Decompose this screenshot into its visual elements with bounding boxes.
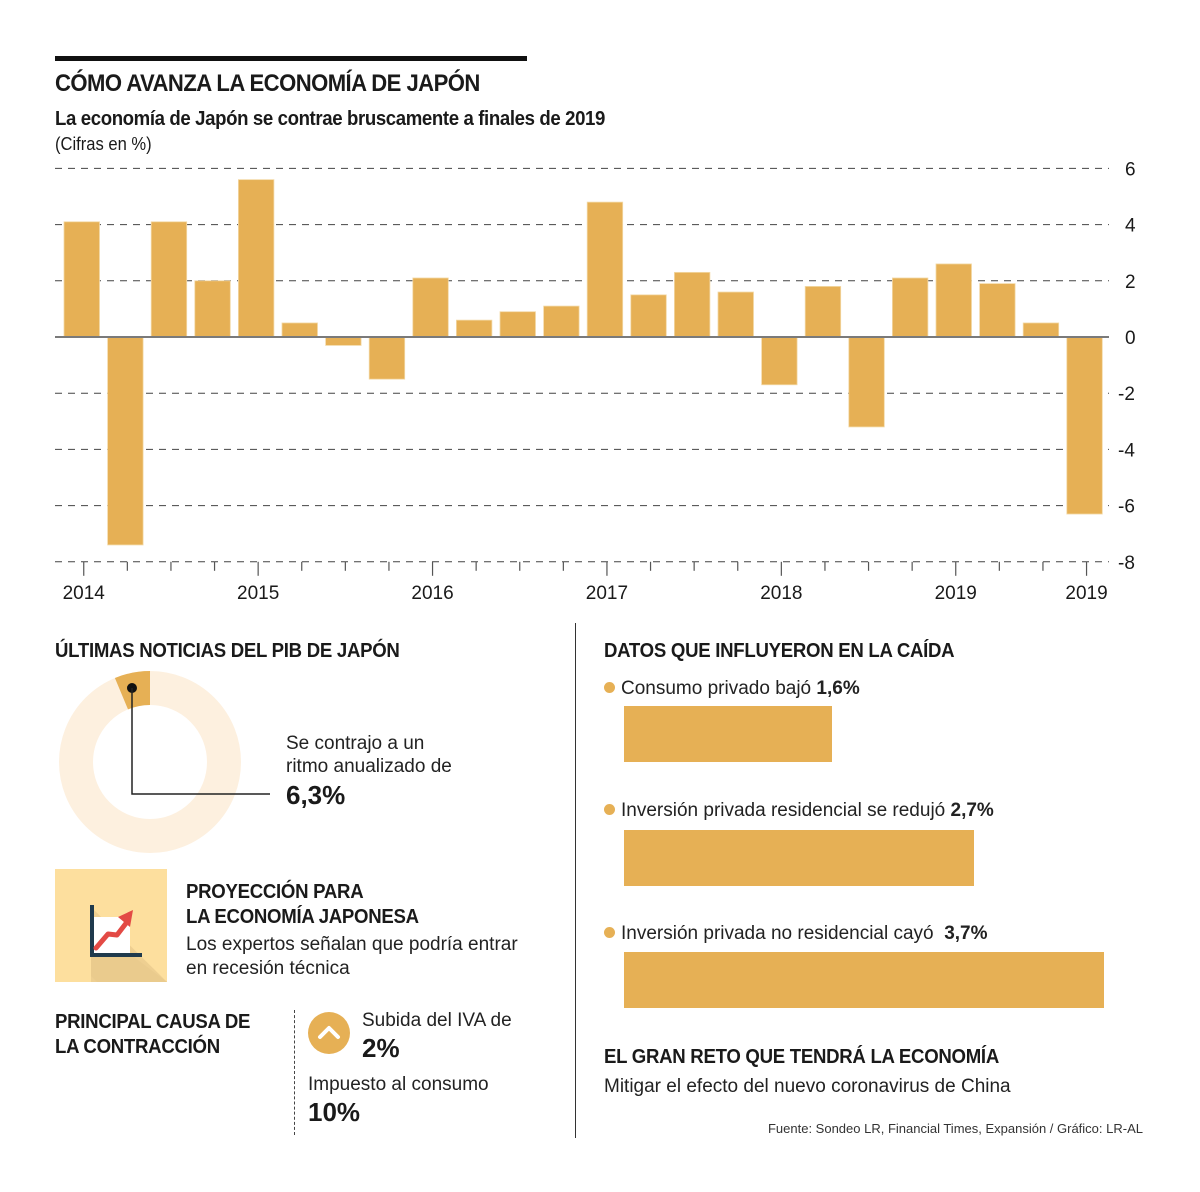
bar-2016-t1	[412, 277, 449, 338]
chart-units: (Cifras en %)	[55, 134, 152, 154]
bullet-dot-icon	[604, 682, 615, 693]
y-tick-label: -4	[1118, 440, 1135, 461]
bar-2014-t2	[107, 336, 144, 546]
bar-2014-t4	[194, 280, 231, 338]
chart-bars	[55, 179, 1109, 546]
gdp-bar-chart: 2014 2015 2016 2017 2018 2019 2019 6 4 2 0 -2 -4 -6 -…	[55, 159, 1136, 604]
bar-2017-t3	[674, 271, 711, 338]
projection-heading-line2: LA ECONOMÍA JAPONESA	[186, 906, 419, 928]
donut-track	[59, 671, 241, 853]
bullet-dot-icon	[604, 804, 615, 815]
header-rule	[55, 56, 527, 61]
gdp-news-text: Se contrajo a un ritmo anualizado de	[286, 732, 452, 778]
y-tick-label: 6	[1125, 159, 1136, 180]
bar-2018-t2	[804, 286, 842, 338]
bar-2018-t4	[892, 277, 929, 338]
chart-subtitle: La economía de Japón se contrae bruscame…	[55, 108, 606, 130]
factor-item: Consumo privado bajó 1,6%	[604, 678, 860, 700]
bar-2014-t1	[63, 221, 100, 338]
projection-text-line1: Los expertos señalan que podría entrar	[186, 934, 518, 955]
factor-label: Inversión privada no residencial cayó	[621, 923, 939, 944]
x-tick-label: 2014	[63, 583, 106, 604]
gdp-news-value: 6,3%	[286, 780, 346, 810]
projection-heading-line1: PROYECCIÓN PARA	[186, 881, 364, 903]
challenge-text: Mitigar el efecto del nuevo coronavirus …	[604, 1076, 1011, 1097]
y-tick-label: -8	[1118, 553, 1135, 574]
bullet-dot-icon	[604, 927, 615, 938]
projection-text-line2: en recesión técnica	[186, 958, 350, 979]
bar-2018-t1	[761, 336, 798, 386]
x-tick-label: 2017	[586, 583, 628, 604]
x-tick-label: 2018	[760, 583, 802, 604]
x-tick-label: 2015	[237, 583, 279, 604]
bar-2017-t4	[717, 291, 754, 338]
bar-2015-t3	[325, 336, 362, 346]
x-tick-label: 2016	[411, 583, 453, 604]
bar-2019-t2	[979, 283, 1016, 338]
cause-heading-line2: LA CONTRACCIÓN	[55, 1036, 220, 1058]
tax-value: 10%	[308, 1097, 361, 1127]
factor-label: Consumo privado bajó	[621, 678, 812, 699]
bar-2019-t3	[1022, 322, 1060, 338]
vat-label: Subida del IVA de	[362, 1010, 512, 1031]
bar-2019-t4	[1066, 336, 1103, 515]
factor-item: Inversión privada no residencial cayó 3,…	[604, 923, 988, 945]
bar-2019-t1	[935, 263, 972, 338]
bar-2014-t3	[150, 221, 188, 338]
cause-heading-line1: PRINCIPAL CAUSA DE	[55, 1011, 251, 1033]
bar-2015-t4	[368, 336, 406, 380]
cause-divider	[294, 1010, 295, 1135]
bar-2015-t1	[237, 179, 275, 338]
y-tick-label: -2	[1118, 384, 1135, 405]
projection-heading: PROYECCIÓN PARA LA ECONOMÍA JAPONESA	[186, 880, 419, 930]
bar-2015-t2	[281, 322, 318, 338]
chart-trend-up-icon	[55, 869, 167, 982]
column-divider	[575, 623, 576, 1138]
bar-2016-t3	[499, 311, 536, 338]
factor-value: 1,6%	[816, 678, 860, 699]
y-tick-label: 0	[1125, 328, 1136, 349]
page-title: CÓMO AVANZA LA ECONOMÍA DE JAPÓN	[55, 70, 480, 97]
factor-label: Inversión privada residencial se redujó	[621, 800, 946, 821]
y-tick-label: 2	[1125, 272, 1136, 293]
chevron-up-glyph	[318, 1026, 340, 1039]
factor-value: 2,7%	[950, 800, 994, 821]
factor-value: 3,7%	[944, 923, 988, 944]
tax-label: Impuesto al consumo	[308, 1074, 489, 1095]
bar-2018-t3	[848, 336, 885, 428]
bar-2017-t1	[586, 201, 624, 338]
y-tick-label: 4	[1125, 216, 1136, 237]
bar-2016-t2	[455, 319, 493, 338]
gdp-news-line2: ritmo anualizado de	[286, 756, 452, 777]
bar-2016-t4	[543, 305, 580, 338]
gdp-donut	[59, 671, 270, 853]
y-tick-label: -6	[1118, 497, 1135, 518]
gdp-news-line1: Se contrajo a un	[286, 733, 425, 754]
vat-value: 2%	[362, 1033, 400, 1063]
factor-bar	[624, 706, 832, 762]
chart-gridlines	[55, 167, 1109, 563]
chart-trend-up-graphic	[90, 905, 167, 982]
callout-line	[131, 688, 270, 795]
cause-heading: PRINCIPAL CAUSA DE LA CONTRACCIÓN	[55, 1010, 250, 1060]
factor-item: Inversión privada residencial se redujó …	[604, 800, 994, 822]
projection-text: Los expertos señalan que podría entrar e…	[186, 933, 518, 981]
chevron-up-icon	[308, 1012, 350, 1054]
chart-y-axis: 6 4 2 0 -2 -4 -6 -8	[1118, 159, 1136, 573]
x-tick-label: 2019	[935, 583, 977, 604]
factor-bar	[624, 952, 1104, 1008]
chart-x-axis: 2014 2015 2016 2017 2018 2019 2019	[63, 561, 1108, 604]
gdp-news-heading: ÚLTIMAS NOTICIAS DEL PIB DE JAPÓN	[55, 640, 400, 662]
x-tick-label: 2019	[1065, 583, 1107, 604]
challenge-heading: EL GRAN RETO QUE TENDRÁ LA ECONOMÍA	[604, 1046, 999, 1068]
bar-2017-t2	[630, 294, 667, 338]
source-note: Fuente: Sondeo LR, Financial Times, Expa…	[767, 1121, 1143, 1136]
factor-bar	[624, 830, 975, 886]
factors-heading: DATOS QUE INFLUYERON EN LA CAÍDA	[604, 640, 955, 662]
